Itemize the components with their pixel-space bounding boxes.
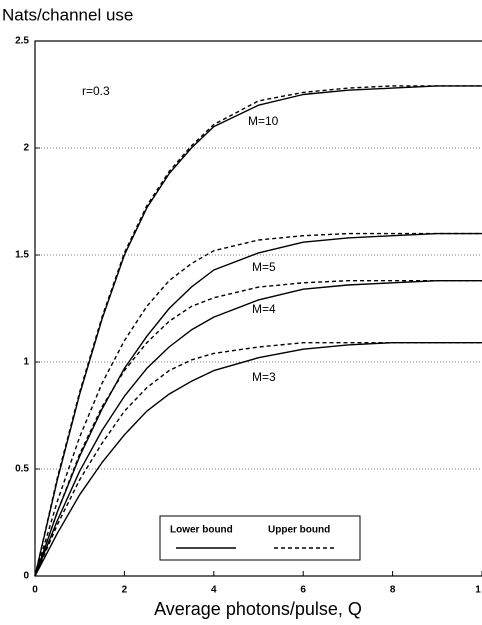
- y-tick-label: 1.5: [15, 250, 29, 261]
- x-tick-label: 8: [390, 585, 396, 596]
- curve: [34, 232, 482, 577]
- x-tick-label: 2: [122, 585, 128, 596]
- x-axis-label: Average photons/pulse, Q: [154, 599, 362, 619]
- x-tick-label: 4: [211, 585, 217, 596]
- y-tick-label: 0.5: [15, 464, 29, 475]
- legend-label: Lower bound: [170, 525, 233, 536]
- chart-title: Nats/channel use: [2, 5, 133, 24]
- x-tick-label: 1: [475, 585, 481, 596]
- curve: [34, 232, 482, 577]
- plot-frame: [34, 40, 482, 577]
- legend-label: Upper bound: [268, 525, 330, 536]
- curve: [34, 280, 482, 577]
- legend-box: [159, 515, 361, 561]
- annotation: M=3: [252, 370, 276, 384]
- y-tick-label: 2: [23, 143, 29, 154]
- x-tick-label: 0: [32, 585, 38, 596]
- annotation: r=0.3: [82, 84, 110, 98]
- x-tick-label: 6: [300, 585, 306, 596]
- annotation: M=10: [248, 114, 279, 128]
- curve: [34, 342, 482, 577]
- curve: [34, 280, 482, 577]
- y-tick-label: 0: [23, 571, 29, 582]
- y-tick-label: 2.5: [15, 36, 29, 47]
- curve: [34, 85, 482, 577]
- annotation: M=4: [252, 302, 276, 316]
- y-tick-label: 1: [23, 357, 29, 368]
- curve: [34, 85, 482, 577]
- annotation: M=5: [252, 260, 276, 274]
- curve: [34, 342, 482, 577]
